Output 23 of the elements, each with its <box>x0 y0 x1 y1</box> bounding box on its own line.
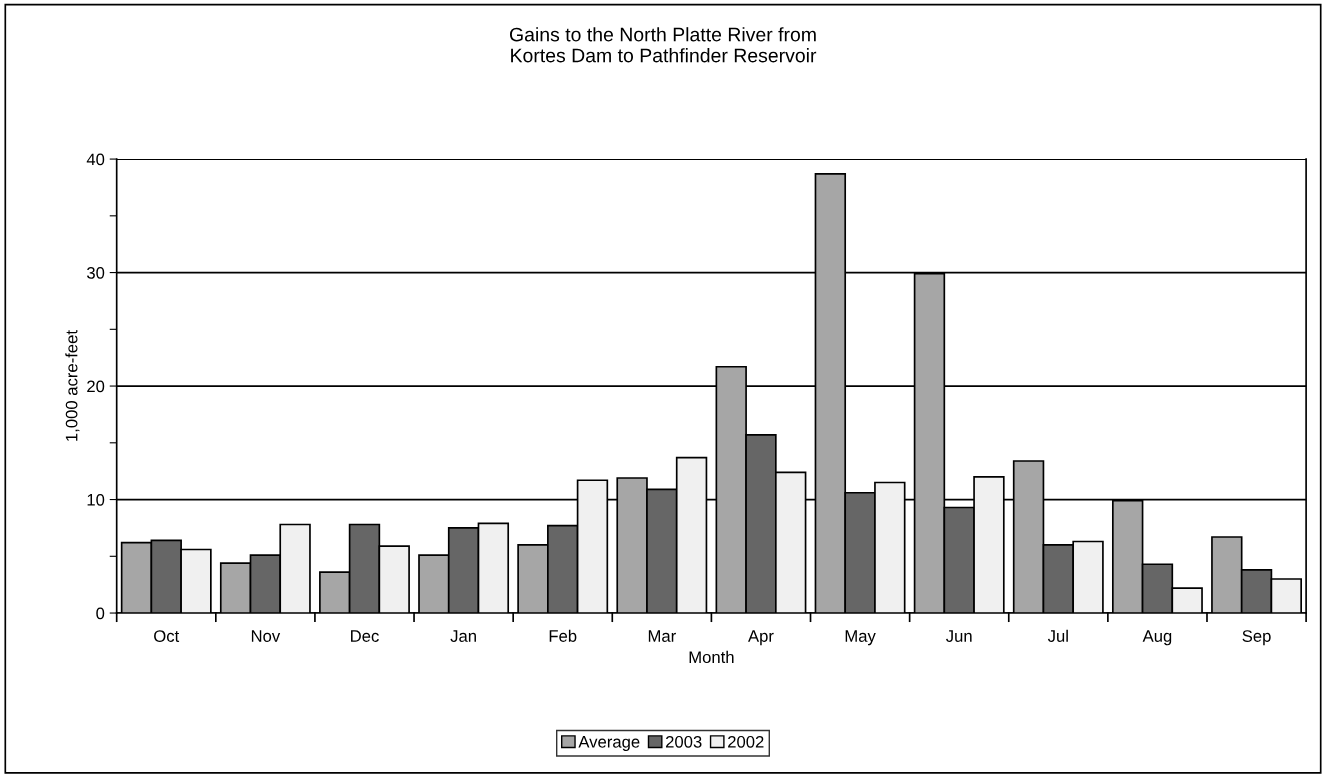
y-axis-title: 1,000 acre-feet <box>65 330 80 441</box>
x-tick-label: Feb <box>549 629 577 642</box>
x-tick-label: Dec <box>351 630 379 642</box>
x-axis-title: Month <box>689 650 734 664</box>
x-tick-label: Aug <box>1142 630 1172 646</box>
legend-label: 2002 <box>728 735 764 748</box>
legend-label: Average <box>578 736 640 752</box>
y-tick-label: 30 <box>86 266 105 279</box>
x-tick-label: Jul <box>1047 629 1068 642</box>
y-tick-label: 20 <box>87 380 105 393</box>
y-tick-label: 10 <box>87 493 105 506</box>
x-tick-label: Apr <box>748 630 774 646</box>
x-tick-label: Oct <box>154 630 180 642</box>
x-tick-label: Jun <box>946 630 972 642</box>
x-tick-label: Jan <box>450 630 476 642</box>
chart-title: Gains to the North Platte River from Kortes Dam to Pathfinder Reservoir <box>509 27 817 63</box>
x-tick-label: Mar <box>648 630 676 642</box>
x-tick-label: Sep <box>1242 630 1271 646</box>
x-tick-label: Nov <box>251 630 281 642</box>
y-tick-label: 0 <box>96 607 105 620</box>
legend-label: 2003 <box>665 735 702 748</box>
y-tick-label: 40 <box>86 153 105 166</box>
x-tick-label: May <box>845 630 876 646</box>
